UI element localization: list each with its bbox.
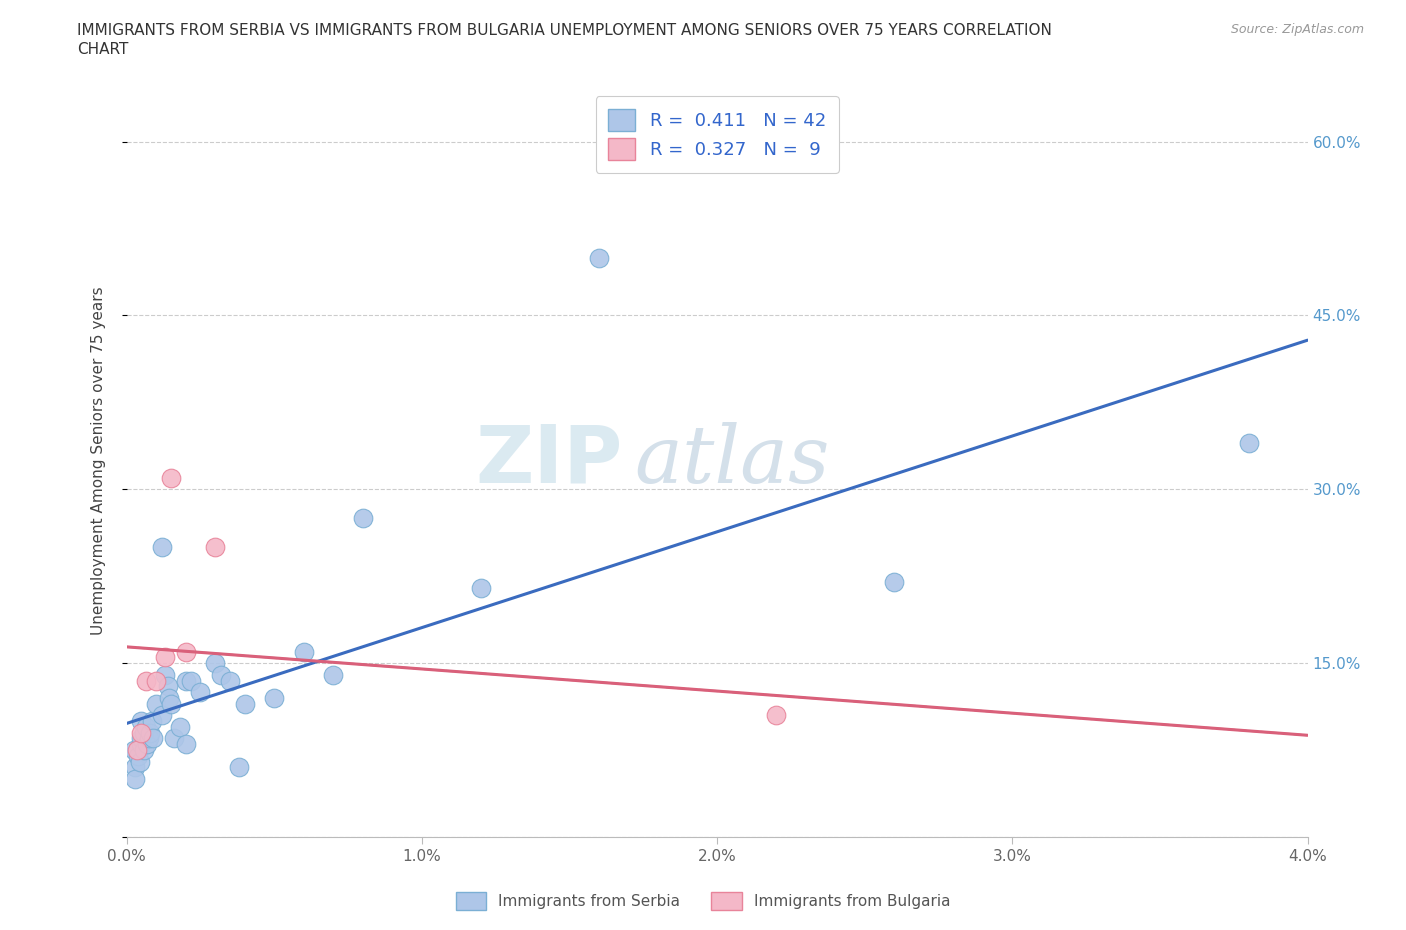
Point — [174, 673, 197, 688]
Point — [128, 754, 150, 769]
Point — [150, 539, 173, 554]
Point — [135, 673, 157, 688]
Point — [588, 250, 610, 265]
Point — [135, 720, 157, 735]
Point — [157, 690, 180, 705]
Point — [188, 684, 212, 699]
Point — [141, 713, 163, 728]
Point — [129, 731, 153, 746]
Point — [233, 697, 256, 711]
Point — [138, 731, 160, 746]
Point — [883, 575, 905, 590]
Point — [169, 720, 191, 735]
Point — [134, 725, 156, 740]
Point — [139, 725, 162, 740]
Point — [153, 668, 176, 683]
Point — [163, 731, 186, 746]
Legend: R =  0.411   N = 42, R =  0.327   N =  9: R = 0.411 N = 42, R = 0.327 N = 9 — [596, 97, 838, 173]
Point — [156, 679, 179, 694]
Point — [219, 673, 242, 688]
Point — [124, 772, 146, 787]
Point — [129, 725, 153, 740]
Point — [122, 743, 145, 758]
Point — [150, 708, 173, 723]
Point — [153, 650, 176, 665]
Point — [263, 690, 285, 705]
Point — [292, 644, 315, 659]
Point — [160, 697, 183, 711]
Legend: Immigrants from Serbia, Immigrants from Bulgaria: Immigrants from Serbia, Immigrants from … — [449, 884, 957, 918]
Point — [142, 731, 165, 746]
Point — [765, 708, 787, 723]
Point — [352, 511, 374, 525]
Point — [125, 743, 148, 758]
Point — [322, 668, 344, 683]
Point — [124, 760, 146, 775]
Text: ZIP: ZIP — [475, 421, 623, 499]
Point — [204, 656, 226, 671]
Point — [228, 760, 250, 775]
Point — [129, 713, 153, 728]
Point — [174, 644, 197, 659]
Text: Source: ZipAtlas.com: Source: ZipAtlas.com — [1230, 23, 1364, 36]
Point — [160, 471, 183, 485]
Text: atlas: atlas — [634, 421, 830, 499]
Point — [204, 539, 226, 554]
Point — [174, 737, 197, 751]
Text: IMMIGRANTS FROM SERBIA VS IMMIGRANTS FROM BULGARIA UNEMPLOYMENT AMONG SENIORS OV: IMMIGRANTS FROM SERBIA VS IMMIGRANTS FRO… — [77, 23, 1052, 38]
Point — [134, 743, 156, 758]
Point — [180, 673, 202, 688]
Point — [129, 737, 153, 751]
Point — [136, 737, 159, 751]
Text: CHART: CHART — [77, 42, 129, 57]
Point — [470, 580, 492, 595]
Point — [209, 668, 232, 683]
Point — [1237, 435, 1260, 450]
Point — [127, 749, 149, 764]
Y-axis label: Unemployment Among Seniors over 75 years: Unemployment Among Seniors over 75 years — [91, 286, 105, 634]
Point — [145, 673, 167, 688]
Point — [145, 697, 167, 711]
